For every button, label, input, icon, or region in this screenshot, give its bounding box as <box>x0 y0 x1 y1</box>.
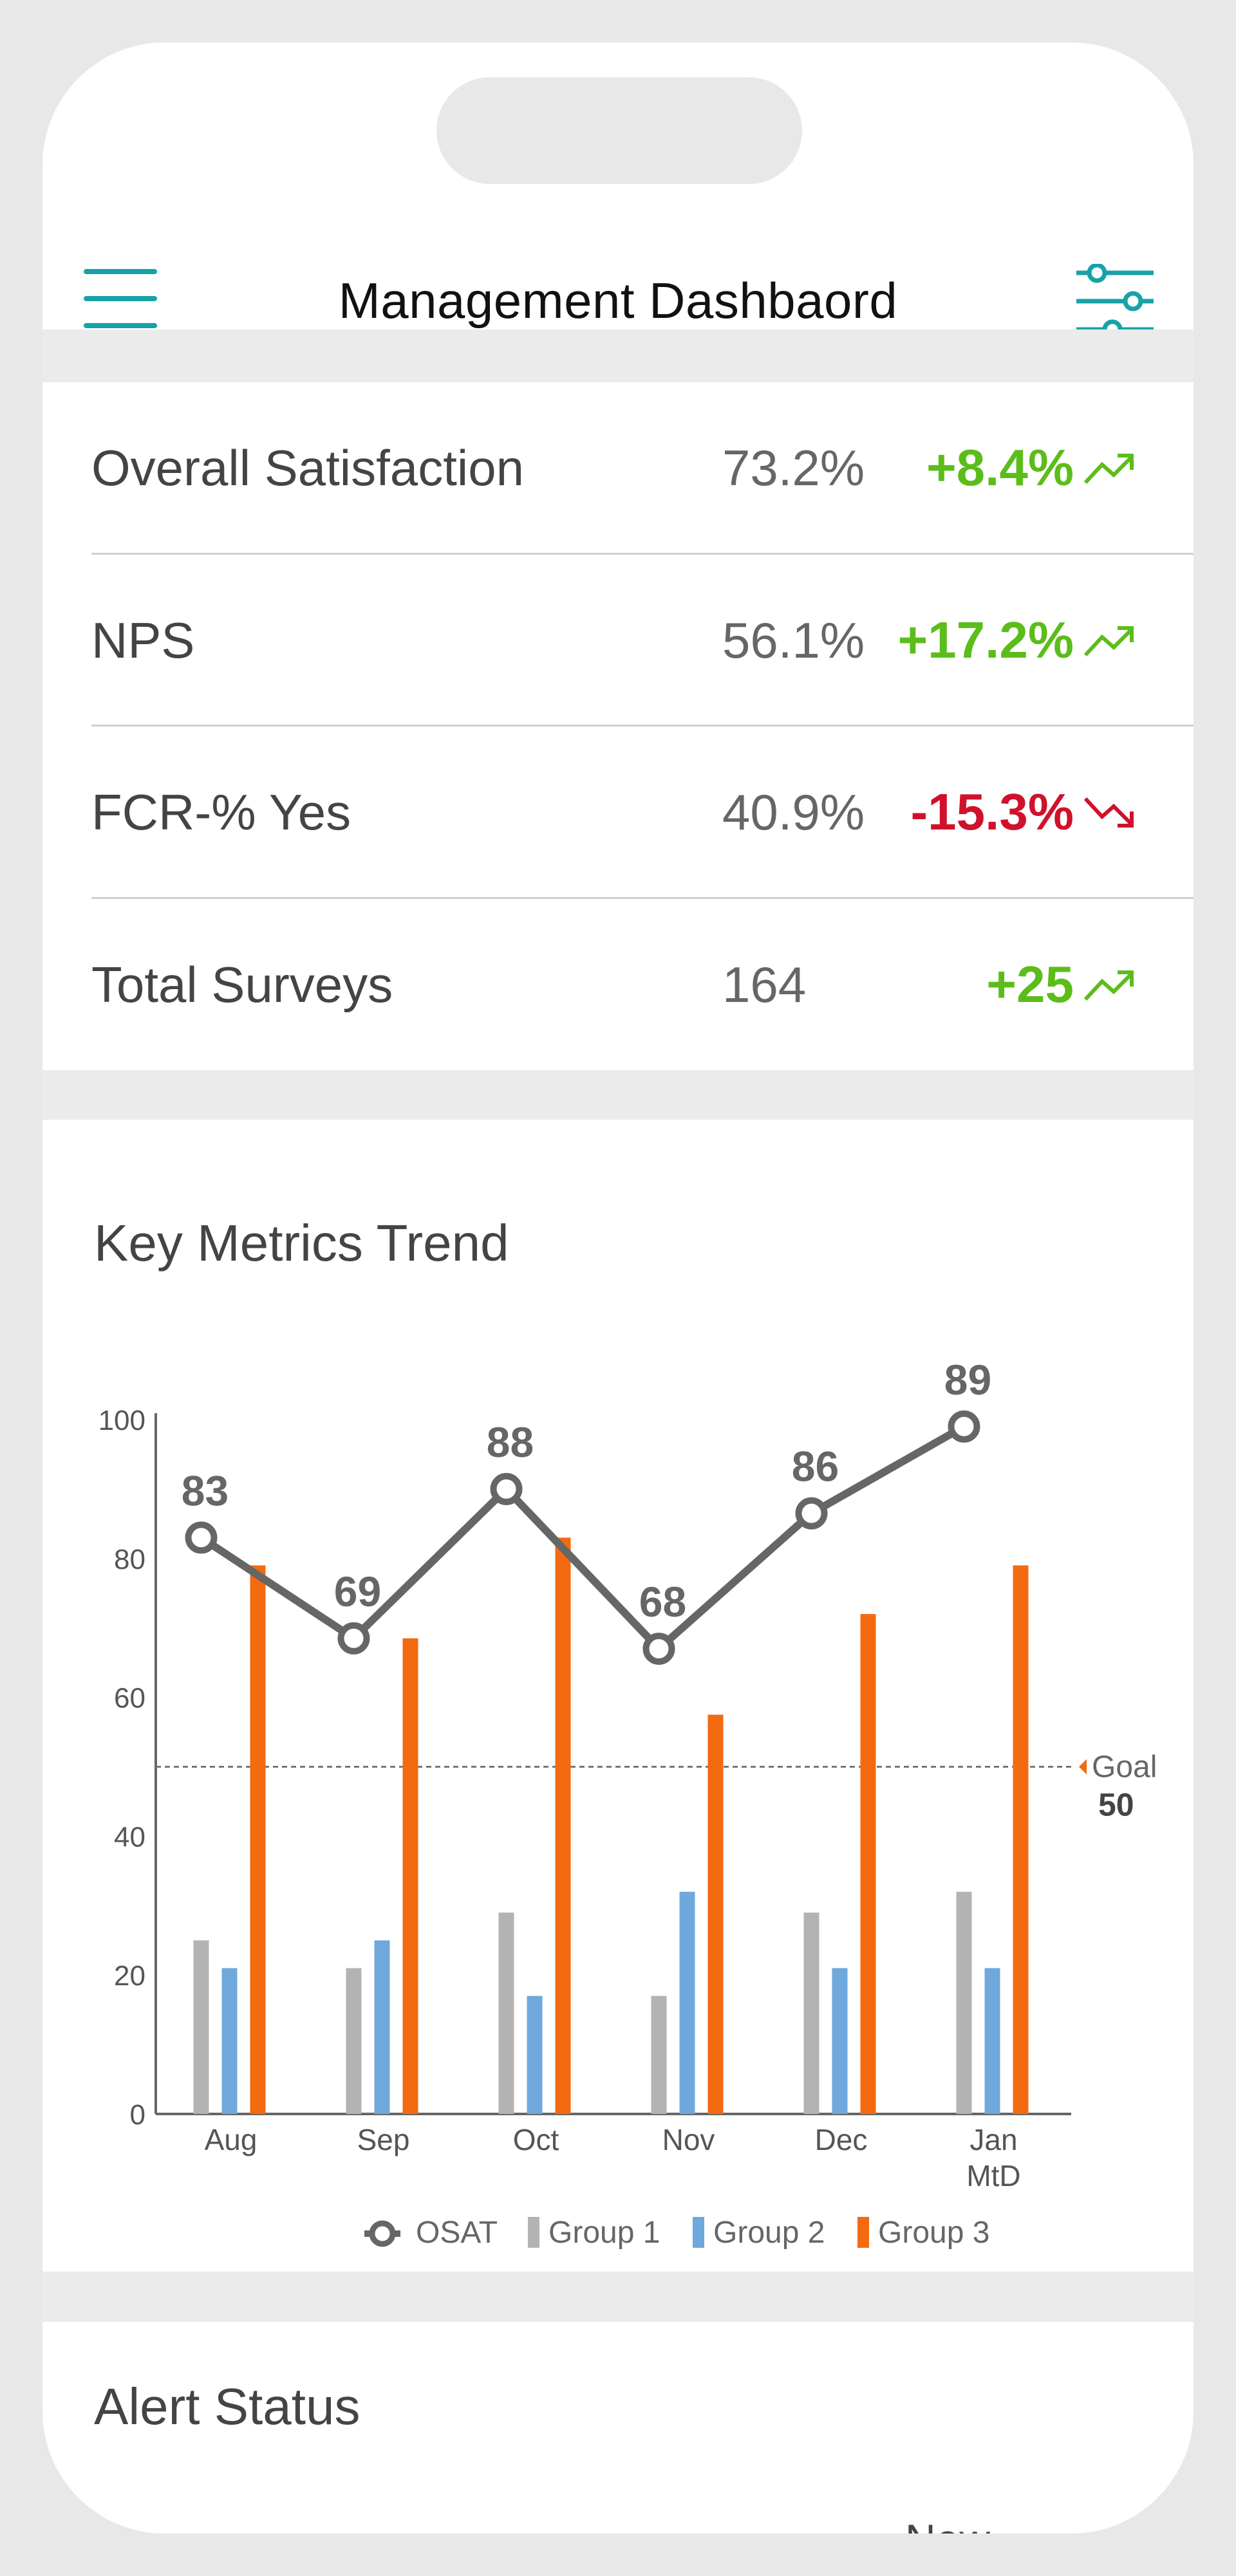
osat-data-label: 86 <box>792 1443 839 1490</box>
x-tick-label: Oct <box>513 2123 559 2156</box>
x-tick-label: MtD <box>966 2159 1020 2192</box>
bar-group-1 <box>956 1891 972 2114</box>
legend-osat-marker <box>369 2220 396 2247</box>
divider <box>91 897 1194 899</box>
bar-group-3 <box>707 1714 724 2114</box>
bar-group-3 <box>555 1537 571 2114</box>
legend-label: Group 2 <box>713 2216 825 2250</box>
osat-point <box>642 1633 675 1665</box>
key-metrics-trend-card: Key Metrics Trend 0 20 40 60 80 100 Goal 50 Aug S… <box>42 1120 1194 2272</box>
y-tick-label: 80 <box>114 1544 145 1575</box>
kpi-row-fcr[interactable]: FCR-% Yes 40.9% -15.3% <box>42 727 1194 898</box>
kpi-summary: Overall Satisfaction 73.2% +8.4% NPS 56.… <box>42 382 1194 1071</box>
kpi-row-total-surveys[interactable]: Total Surveys 164 +25 <box>42 899 1194 1070</box>
goal-value: 50 <box>1098 1787 1134 1823</box>
trend-up-icon <box>1083 626 1134 657</box>
y-tick-label: 0 <box>130 2099 145 2131</box>
osat-point <box>948 1410 980 1443</box>
alert-status-card: Alert Status New <box>42 2322 1194 2534</box>
trend-down-icon <box>1083 797 1134 828</box>
x-tick-label: Nov <box>662 2123 715 2156</box>
bar-group-1 <box>193 1940 209 2114</box>
section-gap <box>42 329 1194 382</box>
column-header-new: New <box>905 2515 990 2534</box>
osat-point <box>490 1472 523 1505</box>
kpi-row-nps[interactable]: NPS 56.1% +17.2% <box>42 555 1194 726</box>
trend-up-icon <box>1083 970 1134 1001</box>
legend-label: OSAT <box>416 2216 498 2250</box>
bar-group-3 <box>860 1614 876 2114</box>
section-title: Alert Status <box>94 2378 360 2435</box>
bar-group-1 <box>346 1968 362 2114</box>
legend-swatch <box>693 2217 704 2248</box>
kpi-label: Total Surveys <box>91 956 393 1013</box>
y-tick-label: 60 <box>114 1683 145 1714</box>
osat-point <box>795 1497 828 1530</box>
osat-data-label: 68 <box>639 1578 686 1626</box>
kpi-change: -15.3% <box>910 783 1074 840</box>
kpi-change: +17.2% <box>897 611 1074 669</box>
x-tick-label: Sep <box>357 2123 410 2156</box>
app-screen: Management Dashbaord Overall Satisfa <box>42 42 1194 2534</box>
goal-label: Goal <box>1092 1750 1157 1784</box>
bar-group-3 <box>402 1638 418 2114</box>
hamburger-menu-icon[interactable] <box>84 266 161 331</box>
y-tick-label: 20 <box>114 1960 145 1992</box>
trend-up-icon <box>1083 454 1134 485</box>
kpi-label: FCR-% Yes <box>91 784 351 840</box>
bar-group-2 <box>221 1968 238 2114</box>
legend-label: Group 1 <box>548 2216 660 2250</box>
x-tick-label: Dec <box>815 2123 868 2156</box>
osat-data-label: 69 <box>334 1568 381 1615</box>
kpi-value: 56.1% <box>722 612 865 669</box>
kpi-label: Overall Satisfaction <box>91 440 524 496</box>
osat-line <box>199 1423 966 1653</box>
sliders-filter-icon[interactable] <box>1075 263 1155 341</box>
kpi-row-overall-satisfaction[interactable]: Overall Satisfaction 73.2% +8.4% <box>42 382 1194 553</box>
osat-point <box>337 1622 370 1654</box>
bar-group-1 <box>651 1996 667 2114</box>
bar-group-2 <box>679 1891 695 2114</box>
kpi-value: 164 <box>722 956 807 1013</box>
bar-group-2 <box>984 1968 1000 2114</box>
kpi-change: +25 <box>986 956 1074 1013</box>
section-gap <box>42 2272 1194 2322</box>
section-title: Key Metrics Trend <box>94 1214 509 1272</box>
bar-group-2 <box>374 1940 390 2114</box>
bar-group-3 <box>250 1565 266 2114</box>
bar-group-1 <box>498 1913 514 2114</box>
y-tick-label: 100 <box>98 1405 145 1436</box>
x-tick-label: Jan <box>969 2123 1017 2156</box>
app-header: Management Dashbaord <box>42 210 1194 340</box>
legend-label: Group 3 <box>878 2216 989 2250</box>
bar-group-2 <box>527 1996 543 2114</box>
legend-swatch <box>528 2217 539 2248</box>
divider <box>91 725 1194 727</box>
osat-point <box>185 1521 218 1554</box>
x-tick-label: Aug <box>205 2123 258 2156</box>
divider <box>91 553 1194 555</box>
kpi-change: +8.4% <box>926 439 1074 496</box>
bar-group-2 <box>832 1968 848 2114</box>
page-title: Management Dashbaord <box>338 272 898 329</box>
osat-data-label: 89 <box>944 1356 991 1404</box>
kpi-value: 40.9% <box>722 784 865 840</box>
osat-data-label: 83 <box>182 1467 229 1514</box>
device-notch <box>436 77 802 184</box>
goal-marker <box>1079 1759 1087 1775</box>
y-tick-label: 40 <box>114 1821 145 1853</box>
section-gap <box>42 1070 1194 1120</box>
bar-group-1 <box>803 1913 819 2114</box>
kpi-value: 73.2% <box>722 440 865 496</box>
kpi-label: NPS <box>91 612 195 669</box>
osat-data-label: 88 <box>487 1418 534 1466</box>
legend-swatch <box>857 2217 869 2248</box>
bar-group-3 <box>1013 1565 1029 2114</box>
